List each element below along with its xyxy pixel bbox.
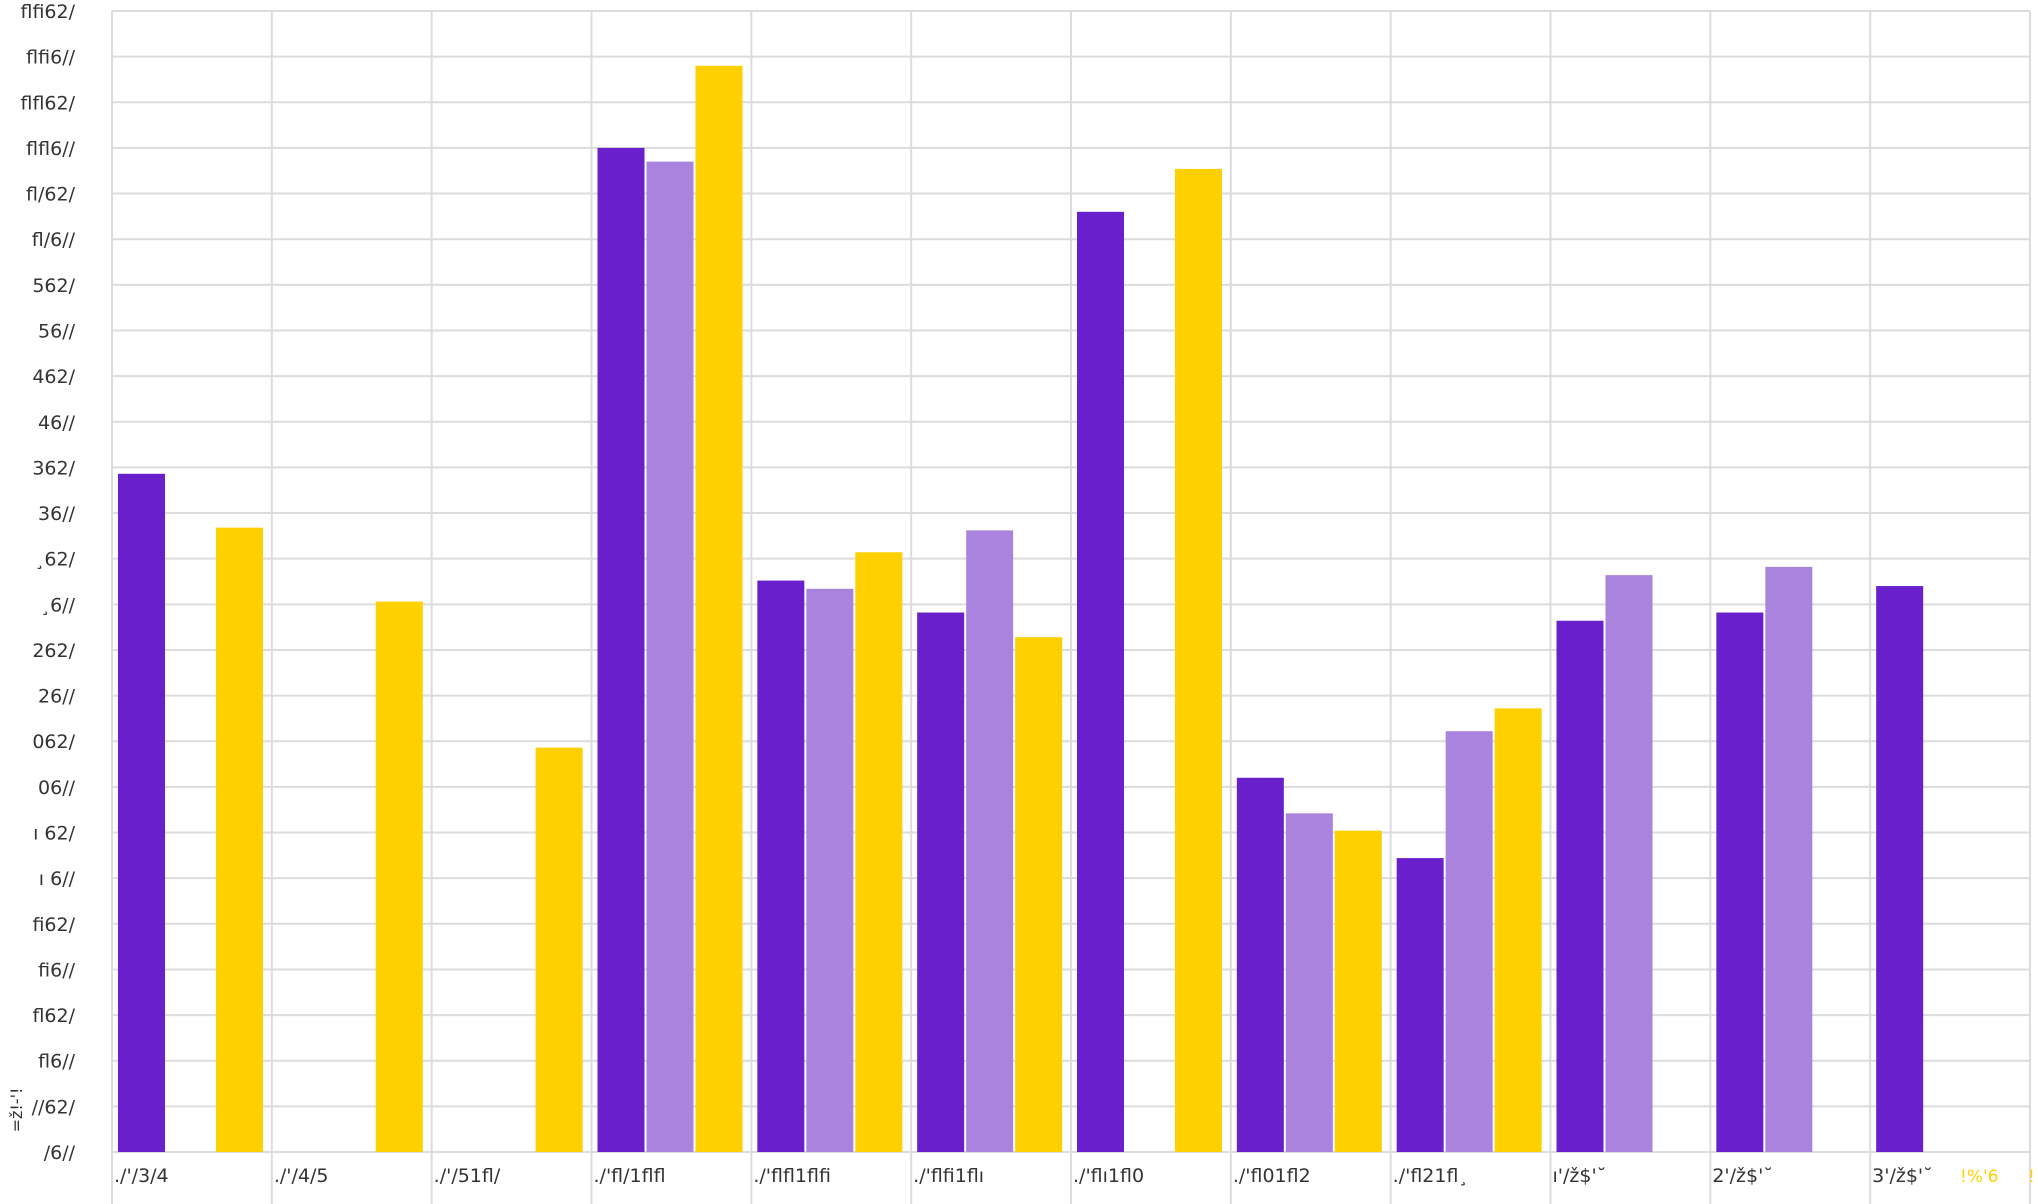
bar [757, 580, 805, 1152]
bar [375, 601, 423, 1152]
x-tick-label: ./'fl21fl¸ [1393, 1165, 1468, 1187]
grid [111, 10, 2031, 1204]
y-tick-label: ı 62/ [33, 823, 75, 845]
bar [1716, 612, 1764, 1152]
bar [1605, 575, 1653, 1152]
bar [216, 527, 263, 1152]
bar [1396, 858, 1444, 1152]
y-tick-label: 562/ [32, 275, 75, 297]
y-tick-label: fl/62/ [26, 184, 76, 206]
bar [1494, 708, 1542, 1152]
y-tick-label: 262/ [32, 640, 75, 662]
y-tick-label: 062/ [32, 731, 75, 753]
y-tick-label: ¸6// [41, 594, 76, 616]
x-tick-label: ./'/51fl/ [434, 1165, 501, 1187]
bar [695, 65, 743, 1153]
bar [118, 473, 165, 1152]
x-tick-label: ./'fl/1flfl [594, 1165, 666, 1187]
x-tick-label: ./'/3/4 [114, 1165, 169, 1187]
legend: !%'6! [1960, 1167, 2035, 1187]
y-tick-label: fi6// [38, 959, 75, 981]
y-tick-label: 06// [38, 777, 76, 799]
bar [1077, 211, 1124, 1153]
y-tick-label: ı 6// [39, 868, 76, 890]
bar [597, 147, 645, 1153]
x-axis: ./'/3/4 ./'/4/5 ./'/51fl/ ./'fl/1flfl ./'flf… [114, 1165, 1933, 1187]
x-tick-label: 3'/ž$'˘ [1872, 1165, 1933, 1187]
x-tick-label: ./'flfi1flı [913, 1165, 984, 1187]
y-tick-label: 26// [38, 686, 76, 708]
bar [1765, 566, 1813, 1152]
bar [966, 530, 1014, 1152]
y-tick-label: 36// [38, 503, 76, 525]
y-tick-label: ¸62/ [35, 549, 76, 571]
y-tick-label: flfl62/ [20, 92, 75, 114]
y-tick-label: 46// [38, 412, 76, 434]
y-tick-label: 56// [38, 320, 76, 342]
x-tick-label: ./'flı1fl0 [1073, 1165, 1144, 1187]
bar [1236, 777, 1284, 1152]
y-axis: /6// //62/fl6// fl62/fi6// fi62/ı 6// ı 62/0… [20, 1, 75, 1164]
bar [1015, 637, 1063, 1152]
y-tick-label: flfl6// [26, 138, 75, 160]
bars [118, 65, 1924, 1153]
y-tick-label: fi62/ [32, 914, 75, 936]
bar [1445, 731, 1493, 1152]
bar [855, 552, 903, 1152]
legend-entry: !%'6 [1960, 1167, 1998, 1187]
y-tick-label: 362/ [32, 457, 75, 479]
y-tick-label: fl/6// [32, 229, 76, 251]
legend-entry: ! [2028, 1167, 2035, 1187]
y-tick-label: flfi6// [26, 47, 75, 69]
bar [1175, 168, 1222, 1152]
x-tick-label: 2'/ž$'˘ [1712, 1165, 1773, 1187]
bar [806, 588, 854, 1152]
x-tick-label: ./'flfl1flfi [753, 1165, 831, 1187]
y-axis-title: =ž!-'! [7, 1088, 26, 1133]
bar [917, 612, 965, 1152]
y-tick-label: /6// [44, 1142, 76, 1164]
y-tick-label: 462/ [32, 366, 75, 388]
bar [646, 161, 694, 1152]
y-tick-label: fl62/ [32, 1005, 75, 1027]
bar [1334, 830, 1382, 1152]
bar [1285, 813, 1333, 1152]
y-tick-label: fl6// [38, 1051, 75, 1073]
x-tick-label: ./'/4/5 [274, 1165, 329, 1187]
x-tick-label: ./'fl01fl2 [1233, 1165, 1311, 1187]
bar [535, 747, 583, 1152]
bar [1876, 586, 1924, 1152]
x-tick-label: ı'/ž$'˘ [1553, 1165, 1607, 1187]
y-tick-label: //62/ [32, 1096, 76, 1118]
y-tick-label: flfi62/ [20, 1, 75, 23]
bar [1556, 620, 1604, 1152]
